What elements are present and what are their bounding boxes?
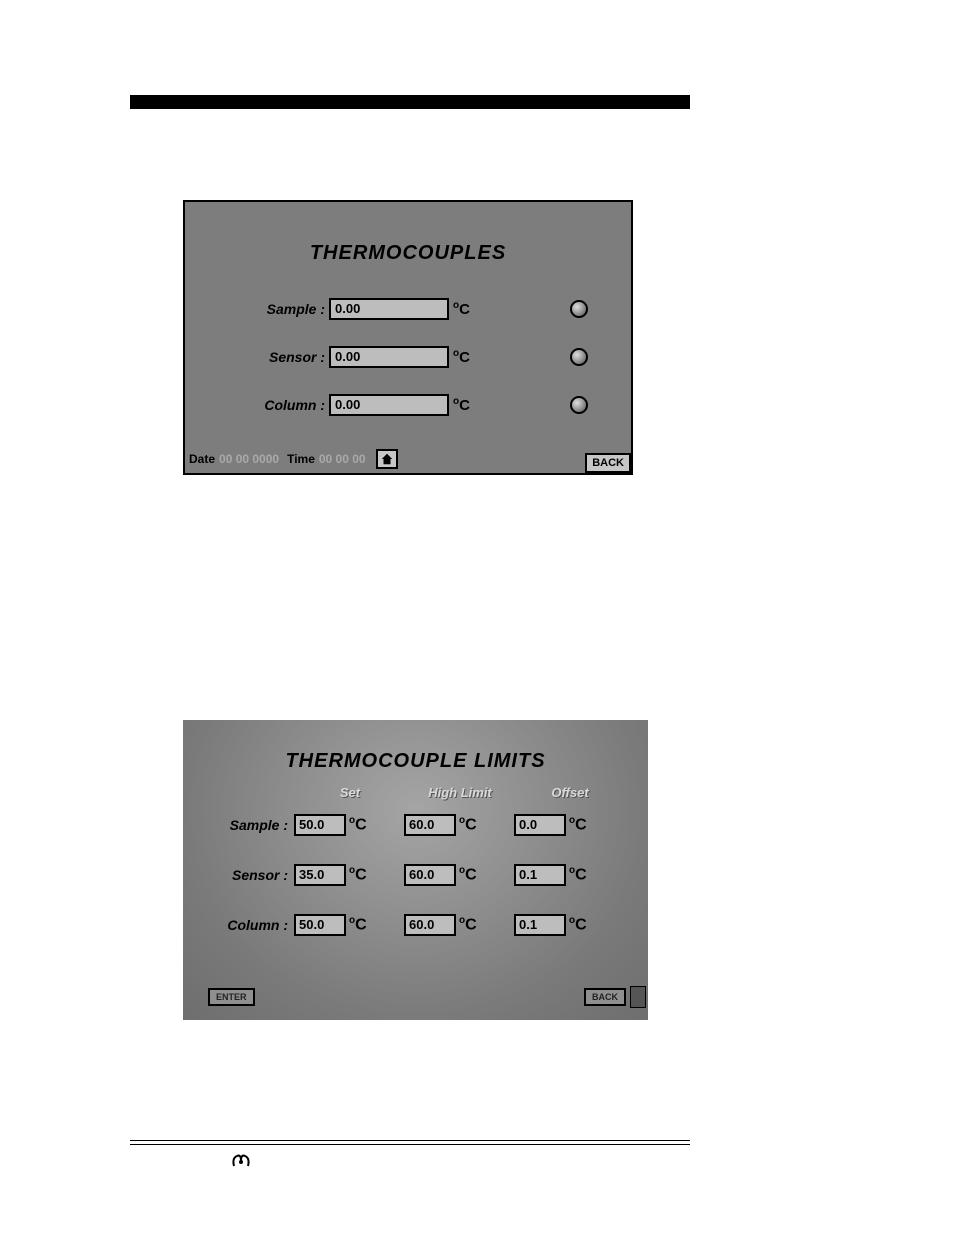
sensor-set-field[interactable]: 35.0 (294, 864, 346, 886)
page: THERMOCOUPLES Sample : 0.00 oC Sensor : … (0, 0, 954, 1235)
unit-icon: oC (459, 815, 477, 834)
column-value-field[interactable]: 0.00 (329, 394, 449, 416)
limits-sensor-label: Sensor : (183, 867, 294, 883)
date-value: 00 00 0000 (219, 452, 279, 466)
limits-headers: Set High Limit Offset (183, 785, 648, 800)
home-button[interactable] (376, 449, 398, 469)
column-unit: oC (453, 396, 470, 414)
home-icon (380, 452, 394, 466)
enter-button[interactable]: ENTER (208, 988, 255, 1006)
sample-led-icon (570, 300, 588, 318)
unit-icon: oC (349, 915, 367, 934)
date-label: Date (189, 452, 215, 466)
limits-back-button[interactable]: BACK (584, 988, 626, 1006)
cell-sensor-set: 35.0 oC (294, 864, 404, 886)
sample-row: Sample : 0.00 oC (185, 285, 631, 333)
unit-icon: oC (569, 865, 587, 884)
sample-set-field[interactable]: 50.0 (294, 814, 346, 836)
unit-icon: oC (569, 815, 587, 834)
header-spacer (183, 785, 295, 800)
thermocouples-screen: THERMOCOUPLES Sample : 0.00 oC Sensor : … (183, 200, 633, 475)
thermocouples-title: THERMOCOUPLES (185, 242, 631, 265)
header-rule (130, 95, 690, 109)
cell-column-high: 60.0 oC (404, 914, 514, 936)
unit-icon: oC (349, 815, 367, 834)
back-button[interactable]: BACK (585, 453, 631, 473)
status-bar: Date 00 00 0000 Time 00 00 00 BACK (185, 445, 631, 473)
column-led-icon (570, 396, 588, 414)
unit-icon: oC (569, 915, 587, 934)
column-label: Column : (185, 397, 329, 413)
sample-label: Sample : (185, 301, 329, 317)
column-set-field[interactable]: 50.0 (294, 914, 346, 936)
limits-title: THERMOCOUPLE LIMITS (183, 750, 648, 773)
cell-sample-offset: 0.0 oC (514, 814, 624, 836)
cell-sensor-offset: 0.1 oC (514, 864, 624, 886)
cell-column-set: 50.0 oC (294, 914, 404, 936)
unit-icon: oC (349, 865, 367, 884)
sample-offset-field[interactable]: 0.0 (514, 814, 566, 836)
time-label: Time (287, 452, 315, 466)
limits-column-label: Column : (183, 917, 294, 933)
column-high-field[interactable]: 60.0 (404, 914, 456, 936)
column-row: Column : 0.00 oC (185, 381, 631, 429)
header-high-limit: High Limit (405, 785, 515, 800)
cell-sample-set: 50.0 oC (294, 814, 404, 836)
cell-sensor-high: 60.0 oC (404, 864, 514, 886)
limits-column-row: Column : 50.0 oC 60.0 oC 0.1 oC (183, 900, 648, 950)
sample-unit: oC (453, 300, 470, 318)
sensor-row: Sensor : 0.00 oC (185, 333, 631, 381)
limits-sample-row: Sample : 50.0 oC 60.0 oC 0.0 oC (183, 800, 648, 850)
footer-logo-icon (228, 1152, 254, 1175)
sensor-offset-field[interactable]: 0.1 (514, 864, 566, 886)
limits-sample-label: Sample : (183, 817, 294, 833)
cell-sample-high: 60.0 oC (404, 814, 514, 836)
sensor-value-field[interactable]: 0.00 (329, 346, 449, 368)
sample-high-field[interactable]: 60.0 (404, 814, 456, 836)
sensor-high-field[interactable]: 60.0 (404, 864, 456, 886)
unit-icon: oC (459, 915, 477, 934)
time-value: 00 00 00 (319, 452, 366, 466)
column-offset-field[interactable]: 0.1 (514, 914, 566, 936)
thermocouples-rows: Sample : 0.00 oC Sensor : 0.00 oC Column… (185, 285, 631, 429)
footer-rule (130, 1140, 690, 1145)
limits-sensor-row: Sensor : 35.0 oC 60.0 oC 0.1 oC (183, 850, 648, 900)
sensor-led-icon (570, 348, 588, 366)
sensor-label: Sensor : (185, 349, 329, 365)
header-offset: Offset (515, 785, 625, 800)
sample-value-field[interactable]: 0.00 (329, 298, 449, 320)
header-set: Set (295, 785, 405, 800)
connector-icon (630, 986, 646, 1008)
sensor-unit: oC (453, 348, 470, 366)
unit-icon: oC (459, 865, 477, 884)
thermocouple-limits-screen: THERMOCOUPLE LIMITS Set High Limit Offse… (183, 720, 648, 1020)
cell-column-offset: 0.1 oC (514, 914, 624, 936)
